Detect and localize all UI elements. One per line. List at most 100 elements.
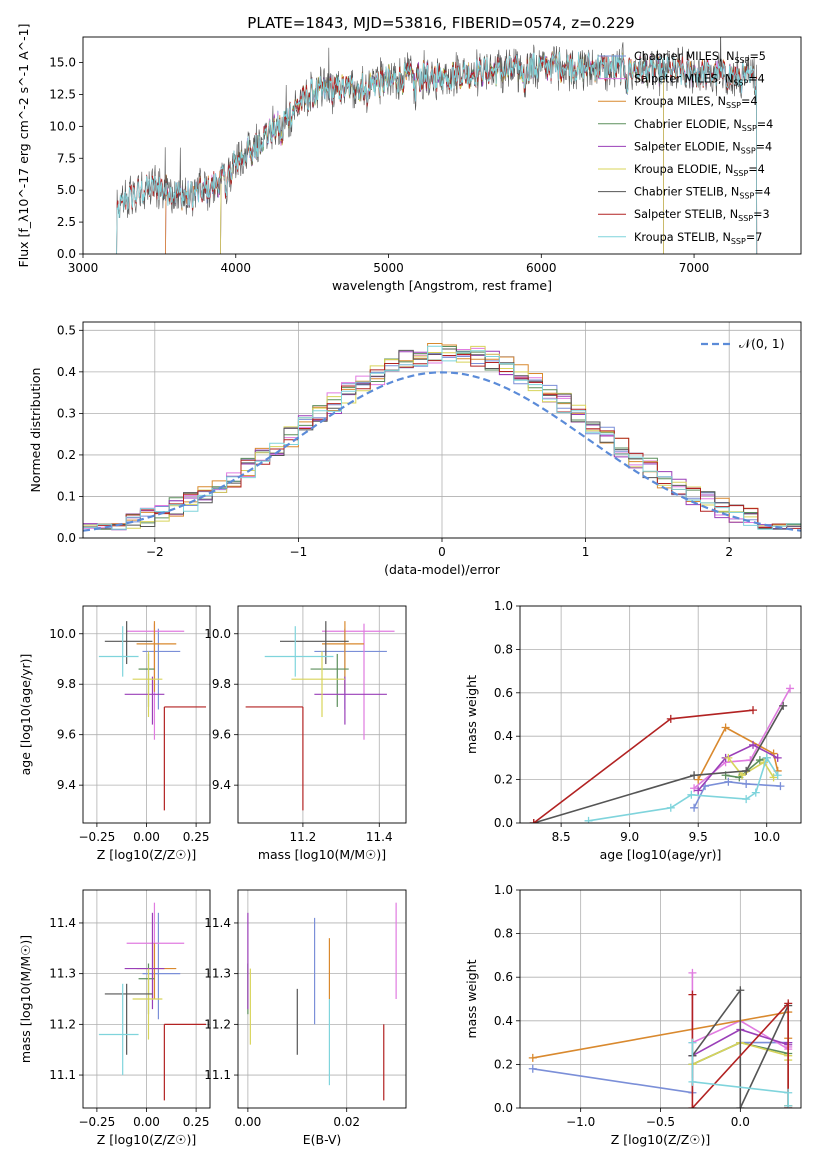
spectrum-panel-plot [116, 37, 758, 254]
x-axis-label: Z [log10(Z/Z☉)] [611, 1132, 711, 1147]
y-tick-label: 2.5 [57, 215, 76, 229]
y-tick-label: 0.2 [494, 773, 513, 787]
x-tick-label: 9.5 [689, 830, 708, 844]
x-tick-label: 3000 [68, 261, 99, 275]
axes-frame [237, 605, 407, 824]
weight-marker [779, 701, 788, 710]
weight-marker [784, 1088, 793, 1097]
weight-marker [694, 786, 703, 795]
x-tick-label: 2 [725, 545, 733, 559]
weight-marker [742, 766, 751, 775]
x-tick-label: 11.4 [366, 830, 393, 844]
y-tick-label: 11.3 [49, 967, 76, 981]
weight-marker [690, 803, 699, 812]
legend-entry: Chabrier MILES, NSSP=5 [634, 50, 766, 65]
x-axis-label: mass [log10(M/M☉)] [258, 847, 386, 862]
axes-frame [82, 321, 802, 539]
error-point-6 [280, 621, 349, 665]
age-weight-panel: 8.5 9.0 9.5 10.0 0.0 0.2 0.4 0.6 0.8 1.0 age [log1… [464, 599, 802, 862]
error-point-7 [163, 706, 207, 811]
y-tick-label: 0.0 [57, 531, 76, 545]
x-axis-label: age [log10(age/yr)] [600, 847, 722, 862]
x-axis-label: (data-model)/error [384, 562, 501, 577]
x-axis-label: Z [log10(Z/Z☉)] [97, 847, 197, 862]
error-point-4 [314, 676, 387, 725]
y-tick-label: 15.0 [49, 56, 76, 70]
weight-marker [528, 1053, 537, 1062]
weight-marker [751, 788, 760, 797]
error-point-3 [310, 653, 349, 707]
weight-marker [528, 1064, 537, 1073]
error-point-4 [124, 676, 165, 725]
weight-marker [688, 1038, 697, 1047]
error-point-1 [126, 902, 185, 999]
y-tick-label: 9.4 [57, 778, 76, 792]
y-tick-label: 11.2 [204, 1017, 231, 1031]
weight-marker [738, 771, 747, 780]
weight-marker [776, 782, 785, 791]
weight-marker [749, 740, 758, 749]
y-tick-label: 0.4 [494, 1014, 513, 1028]
legend-entry: Salpeter MILES, NSSP=4 [634, 73, 765, 88]
y-tick-label: 1.0 [494, 883, 513, 897]
y-axis-label: mass weight [464, 959, 479, 1038]
z-age-panel: −0.25 0.00 0.25 9.4 9.6 9.8 10.0 Z [log10(Z/Z☉)… [18, 605, 211, 862]
error-point-7 [163, 1023, 207, 1101]
y-axis-label: mass weight [464, 675, 479, 754]
weight-line-1 [693, 688, 791, 789]
x-tick-label: −2 [146, 545, 164, 559]
weight-marker [529, 819, 538, 823]
y-tick-label: 12.5 [49, 87, 76, 101]
weight-marker [688, 968, 697, 977]
weight-marker [721, 723, 730, 732]
weight-marker [784, 999, 793, 1008]
y-tick-label: 0.0 [57, 247, 76, 261]
legend-entry: Salpeter ELODIE, NSSP=4 [634, 140, 772, 155]
legend-entry: Kroupa MILES, NSSP=4 [634, 95, 757, 110]
legend-entry: Chabrier ELODIE, NSSP=4 [634, 118, 773, 133]
weight-marker [724, 777, 733, 786]
y-axis-label: Flux [f_λ10^-17 erg cm^-2 s^-1 A^-1] [16, 24, 31, 268]
residual-panel-plot [83, 343, 801, 532]
y-tick-label: 0.2 [57, 448, 76, 462]
x-tick-label: 11.2 [290, 830, 317, 844]
x-axis-label: E(B-V) [303, 1132, 342, 1147]
weight-marker [690, 771, 699, 780]
mass-age-panel: 11.2 11.4 9.4 9.6 9.8 10.0 mass [log10(M/M☉)] [204, 605, 407, 862]
x-tick-label: −0.25 [79, 830, 116, 844]
axes-frame [237, 889, 407, 1109]
x-tick-label: −0.25 [79, 1115, 116, 1129]
legend-entry: Chabrier STELIB, NSSP=4 [634, 186, 771, 201]
z-weight-panel-plot [528, 968, 793, 1108]
y-tick-label: 0.2 [494, 1057, 513, 1071]
weight-marker [755, 756, 764, 765]
weight-line-8 [691, 1042, 789, 1106]
spectrum-line-8 [116, 51, 758, 254]
x-tick-label: 0.00 [133, 830, 160, 844]
z-age-panel-plot [98, 621, 207, 811]
x-tick-label: 0.25 [183, 1115, 210, 1129]
weight-line-3 [725, 757, 767, 779]
error-point-5 [132, 968, 163, 1040]
x-axis-label: wavelength [Angstrom, rest frame] [332, 278, 552, 293]
axes-frame [82, 605, 211, 824]
y-tick-label: 0.5 [57, 323, 76, 337]
y-tick-label: 7.5 [57, 151, 76, 165]
y-tick-label: 10.0 [49, 627, 76, 641]
x-tick-label: 8.5 [552, 830, 571, 844]
weight-marker [690, 784, 699, 793]
y-tick-label: 0.8 [494, 642, 513, 656]
x-tick-label: 0.00 [133, 1115, 160, 1129]
error-point-8 [98, 983, 139, 1076]
y-tick-label: 9.4 [212, 778, 231, 792]
y-tick-label: 0.6 [494, 970, 513, 984]
error-point-5 [132, 651, 163, 718]
weight-marker [584, 816, 593, 823]
y-tick-label: 0.3 [57, 406, 76, 420]
weight-marker [773, 771, 782, 780]
y-tick-label: 9.8 [212, 677, 231, 691]
weight-marker [736, 1104, 745, 1108]
y-tick-label: 0.0 [494, 816, 513, 830]
residual-panel: −2 −1 0 1 2 0.0 0.1 0.2 0.3 0.4 0.5 (data-model)/er… [28, 321, 802, 577]
ebv-mass-panel: 0.00 0.02 11.1 11.2 11.3 11.4 E(B-V) [204, 889, 407, 1147]
